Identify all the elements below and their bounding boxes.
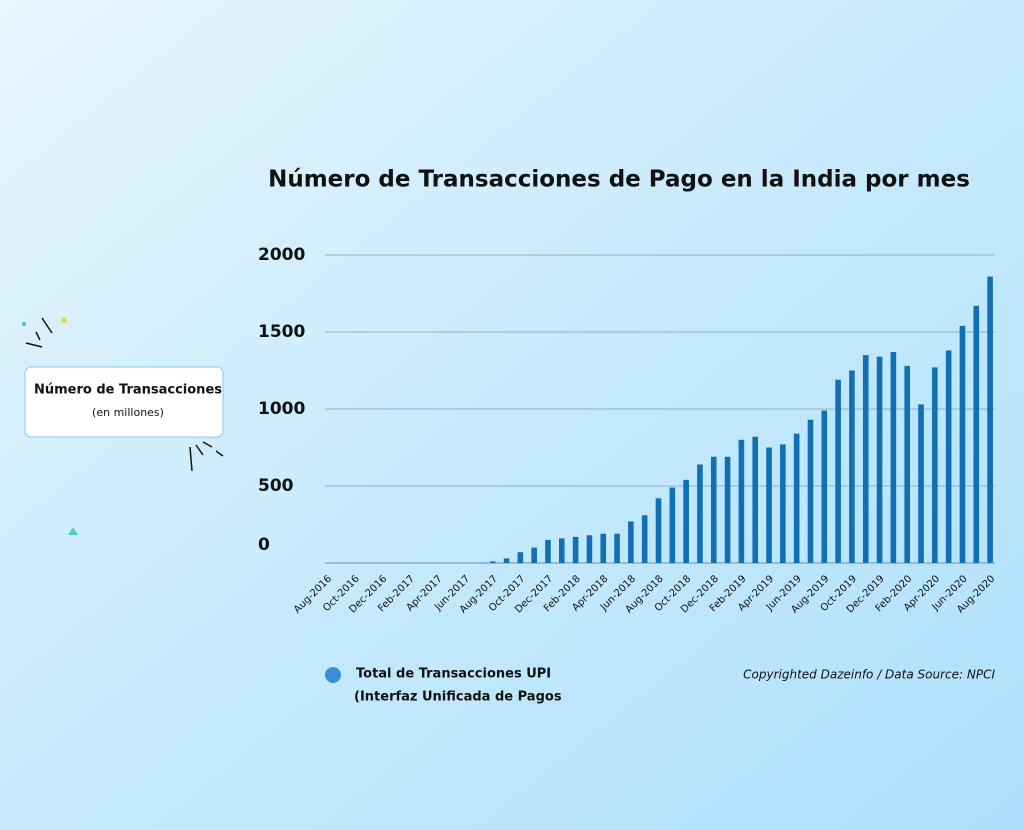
decoration bbox=[68, 527, 78, 535]
bar bbox=[807, 419, 814, 563]
decoration bbox=[61, 317, 67, 323]
y-tick-label: 1500 bbox=[258, 322, 305, 342]
bar bbox=[780, 444, 786, 563]
y-tick-label: 500 bbox=[258, 476, 294, 496]
bar bbox=[821, 410, 828, 563]
bar bbox=[752, 436, 759, 563]
y-label: Número de Transacciones bbox=[34, 383, 222, 398]
bar bbox=[503, 558, 510, 563]
bar bbox=[628, 521, 634, 563]
bar bbox=[738, 439, 745, 563]
bar bbox=[987, 276, 993, 563]
y-tick-label: 1000 bbox=[258, 399, 305, 419]
bar bbox=[489, 561, 496, 563]
bar bbox=[766, 447, 772, 563]
bar bbox=[918, 404, 924, 563]
bar bbox=[614, 533, 620, 563]
bar bbox=[724, 456, 731, 563]
bar bbox=[932, 367, 938, 563]
bar bbox=[655, 498, 662, 563]
legend-label: Total de Transacciones UPI bbox=[356, 667, 551, 682]
bar bbox=[849, 370, 855, 563]
bar bbox=[835, 379, 841, 563]
bar bbox=[710, 456, 717, 563]
decoration bbox=[25, 317, 224, 472]
bar bbox=[959, 325, 966, 563]
bar bbox=[545, 539, 551, 563]
bar bbox=[683, 479, 689, 563]
legend-dot bbox=[325, 667, 341, 683]
y-tick-label: 0 bbox=[258, 535, 270, 555]
chart-title: Número de Transacciones de Pago en la In… bbox=[268, 167, 970, 193]
y-label-box bbox=[24, 366, 224, 438]
legend-note: (Interfaz Unificada de Pagos bbox=[354, 690, 562, 705]
bar bbox=[558, 538, 565, 563]
bar bbox=[586, 535, 593, 563]
bar bbox=[793, 433, 800, 563]
bar bbox=[862, 355, 869, 563]
bar bbox=[945, 350, 952, 563]
decoration bbox=[22, 322, 26, 326]
bar bbox=[641, 515, 648, 563]
source: Copyrighted Dazeinfo / Data Source: NPCI bbox=[743, 668, 995, 682]
bar bbox=[697, 464, 703, 563]
bar bbox=[669, 487, 676, 563]
bar bbox=[973, 305, 980, 563]
y-tick-label: 2000 bbox=[258, 245, 305, 265]
bar bbox=[600, 533, 607, 563]
bar bbox=[904, 365, 910, 563]
bar bbox=[572, 536, 579, 563]
bar bbox=[531, 547, 537, 563]
bar bbox=[890, 352, 897, 563]
y-label-note: (en millones) bbox=[92, 406, 164, 419]
bar bbox=[517, 552, 524, 563]
bar bbox=[876, 356, 883, 563]
